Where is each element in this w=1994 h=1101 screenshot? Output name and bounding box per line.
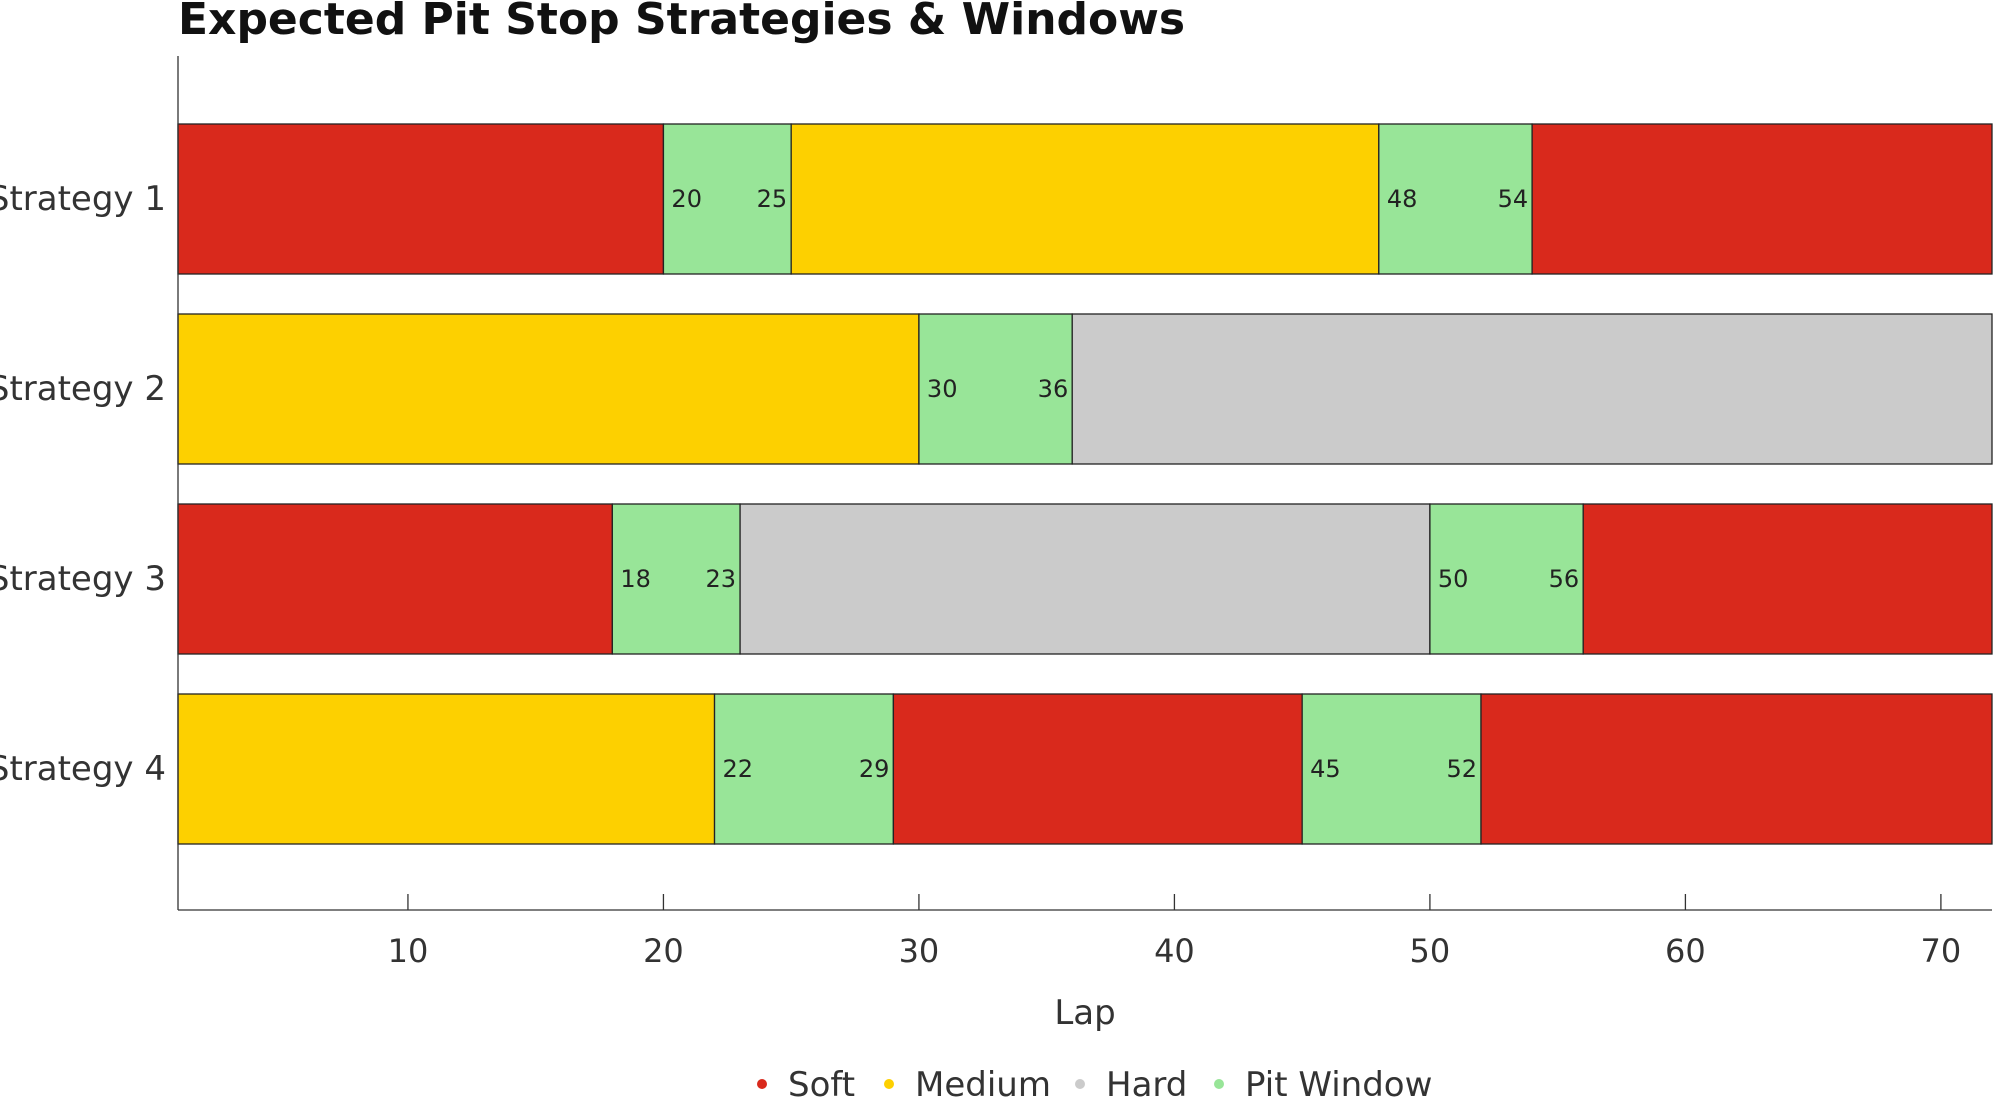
bar-segment-pit-s1-4 [1378,123,1533,275]
pit-window-start-label: 50 [1438,565,1469,593]
bar-segment-soft-s3-5 [1582,503,1993,655]
strategy-label-2: Strategy 2 [0,369,166,409]
bar-segment-soft-s4-5 [1480,693,1993,845]
bar-segment-soft-s4-3 [892,693,1303,845]
x-tick-label: 70 [1921,932,1962,970]
axes-layer: 10 20 30 40 50 60 70 [177,56,1992,970]
legend-marker-soft [757,1079,767,1089]
x-tick-label: 10 [388,932,429,970]
strategy-label-3: Strategy 3 [0,559,166,599]
legend-label-soft: Soft [788,1065,855,1101]
bar-segment-medium-s4-1 [177,693,716,845]
bar-segment-soft-s1-1 [177,123,665,275]
bar-segment-soft-s3-1 [177,503,613,655]
strategy-label-4: Strategy 4 [0,749,166,789]
x-tick-label: 60 [1665,932,1706,970]
bar-segment-pit-s4-2 [713,693,895,845]
pit-window-end-label: 29 [859,755,890,783]
bar-segment-pit-s1-2 [662,123,792,275]
pit-window-start-label: 30 [927,375,958,403]
pit-window-start-label: 48 [1387,185,1418,213]
x-tick-label: 20 [643,932,684,970]
x-tick-label: 50 [1410,932,1451,970]
pit-window-start-label: 18 [620,565,651,593]
pit-window-end-label: 25 [757,185,788,213]
bar-segment-soft-s1-5 [1531,123,1993,275]
pit-window-end-label: 23 [706,565,737,593]
legend-label-hard: Hard [1106,1065,1187,1101]
bar-segment-hard-s3-3 [739,503,1431,655]
pit-window-start-label: 45 [1310,755,1341,783]
strategy-label-1: Strategy 1 [0,179,166,219]
legend: Soft Medium Hard Pit Window [757,1065,1432,1101]
chart-title: Expected Pit Stop Strategies & Windows [178,0,1185,45]
pit-window-end-label: 54 [1498,185,1529,213]
pit-window-end-label: 52 [1446,755,1477,783]
legend-marker-pit [1214,1079,1224,1089]
pit-window-start-label: 20 [671,185,702,213]
bar-segment-pit-s4-4 [1301,693,1482,845]
x-axis-title: Lap [1054,993,1115,1033]
bars-layer: Strategy 1 20 25 48 54 Strategy 2 30 36 Strategy… [0,123,1993,845]
pit-window-end-label: 36 [1038,375,1069,403]
bar-segment-pit-s3-2 [611,503,741,655]
legend-label-medium: Medium [915,1065,1051,1101]
legend-label-pit: Pit Window [1245,1065,1432,1101]
x-tick-label: 30 [899,932,940,970]
bar-segment-hard-s2-3 [1071,313,1993,465]
pit-window-start-label: 22 [723,755,754,783]
legend-marker-hard [1075,1079,1085,1089]
bar-segment-medium-s2-1 [177,313,920,465]
bar-segment-pit-s3-4 [1429,503,1584,655]
x-tick-label: 40 [1154,932,1195,970]
pit-window-end-label: 56 [1549,565,1580,593]
bar-segment-pit-s2-2 [918,313,1073,465]
bar-segment-medium-s1-3 [790,123,1380,275]
legend-marker-medium [884,1079,894,1089]
